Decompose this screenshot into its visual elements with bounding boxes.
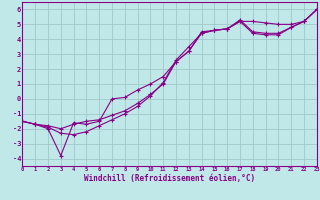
- X-axis label: Windchill (Refroidissement éolien,°C): Windchill (Refroidissement éolien,°C): [84, 174, 255, 183]
